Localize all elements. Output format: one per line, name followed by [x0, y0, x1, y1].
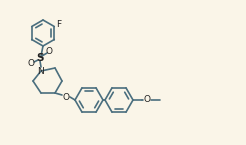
- Text: O: O: [62, 93, 70, 102]
- Text: N: N: [38, 67, 44, 76]
- Text: O: O: [28, 58, 34, 68]
- Text: F: F: [56, 20, 62, 29]
- Text: O: O: [143, 96, 151, 105]
- Text: O: O: [46, 47, 52, 56]
- Text: S: S: [36, 53, 44, 63]
